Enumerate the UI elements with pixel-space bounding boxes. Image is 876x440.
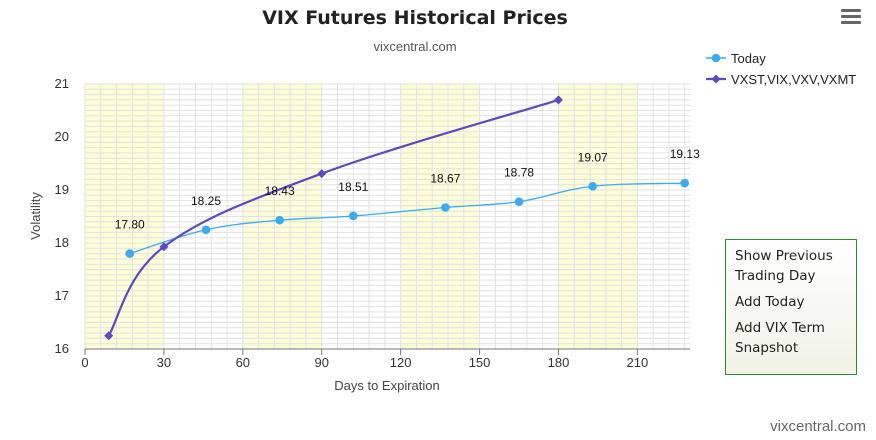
x-tick-label: 120 [390, 355, 412, 370]
hamburger-menu-icon[interactable] [841, 9, 861, 27]
x-tick-label: 0 [81, 355, 88, 370]
point-0 [275, 215, 284, 225]
x-tick-label: 30 [157, 355, 171, 370]
point-0 [514, 197, 524, 206]
data-labels: 17.80 18.25 18.43 18.51 18.67 18.78 19.07 19.13 [115, 147, 700, 231]
y-axis-title: Volatility [28, 192, 43, 240]
x-tick-label: 150 [469, 355, 491, 370]
x-tick-label: 180 [548, 355, 570, 370]
series-line-1 [107, 98, 559, 337]
legend-label-1: VXST,VIX,VXV,VXMT [731, 72, 856, 87]
point-0 [125, 249, 135, 258]
credit-link[interactable]: vixcentral.com [770, 418, 866, 435]
menu-item-show-previous-trading-day[interactable]: Show Previous Trading Day [735, 248, 833, 284]
point-1 [317, 169, 327, 179]
y-tick-label: 17 [55, 288, 69, 303]
data-label: 18.43 [265, 184, 295, 198]
point-0 [680, 178, 690, 188]
y-tick-label: 19 [55, 182, 69, 197]
point-0 [588, 181, 597, 191]
point-0 [201, 225, 211, 235]
chart-options-menu: Show Previous Trading Day Add Today Add … [725, 239, 857, 375]
series-lines [104, 95, 690, 341]
chart-title: VIX Futures Historical Prices [262, 7, 568, 29]
menu-item-add-vix-term-snapshot[interactable]: Add VIX Term Snapshot [735, 320, 825, 356]
data-label: 18.25 [191, 194, 221, 208]
x-tick-label: 60 [236, 355, 250, 370]
gridlines [84, 83, 690, 350]
y-tick-label: 18 [55, 235, 69, 250]
y-tick-label: 16 [55, 341, 69, 356]
data-label: 19.13 [670, 147, 700, 161]
y-tick-label: 20 [55, 129, 69, 144]
x-tick-label: 90 [315, 355, 329, 370]
chart-subtitle: vixcentral.com [373, 39, 456, 54]
x-axis-title: Days to Expiration [334, 378, 440, 393]
point-1 [104, 331, 114, 341]
point-1 [159, 242, 169, 252]
data-label: 18.67 [430, 171, 460, 185]
data-label: 18.51 [338, 180, 368, 194]
data-label: 19.07 [578, 150, 608, 164]
point-1 [553, 95, 563, 105]
axes: 0 30 60 90 120 150 180 210 16 17 18 19 20 21 [55, 76, 690, 370]
point-0 [441, 203, 450, 212]
data-label: 17.80 [115, 218, 145, 232]
y-tick-label: 21 [55, 76, 69, 91]
data-label: 18.78 [504, 166, 534, 180]
x-tick-label: 210 [627, 355, 649, 370]
point-0 [349, 211, 358, 221]
legend-marker-1 [711, 74, 721, 84]
legend-marker-0 [711, 53, 721, 63]
legend-label-0: Today [731, 51, 766, 66]
legend[interactable]: Today VXST,VIX,VXV,VXMT [706, 51, 856, 87]
menu-item-add-today[interactable]: Add Today [735, 294, 805, 310]
